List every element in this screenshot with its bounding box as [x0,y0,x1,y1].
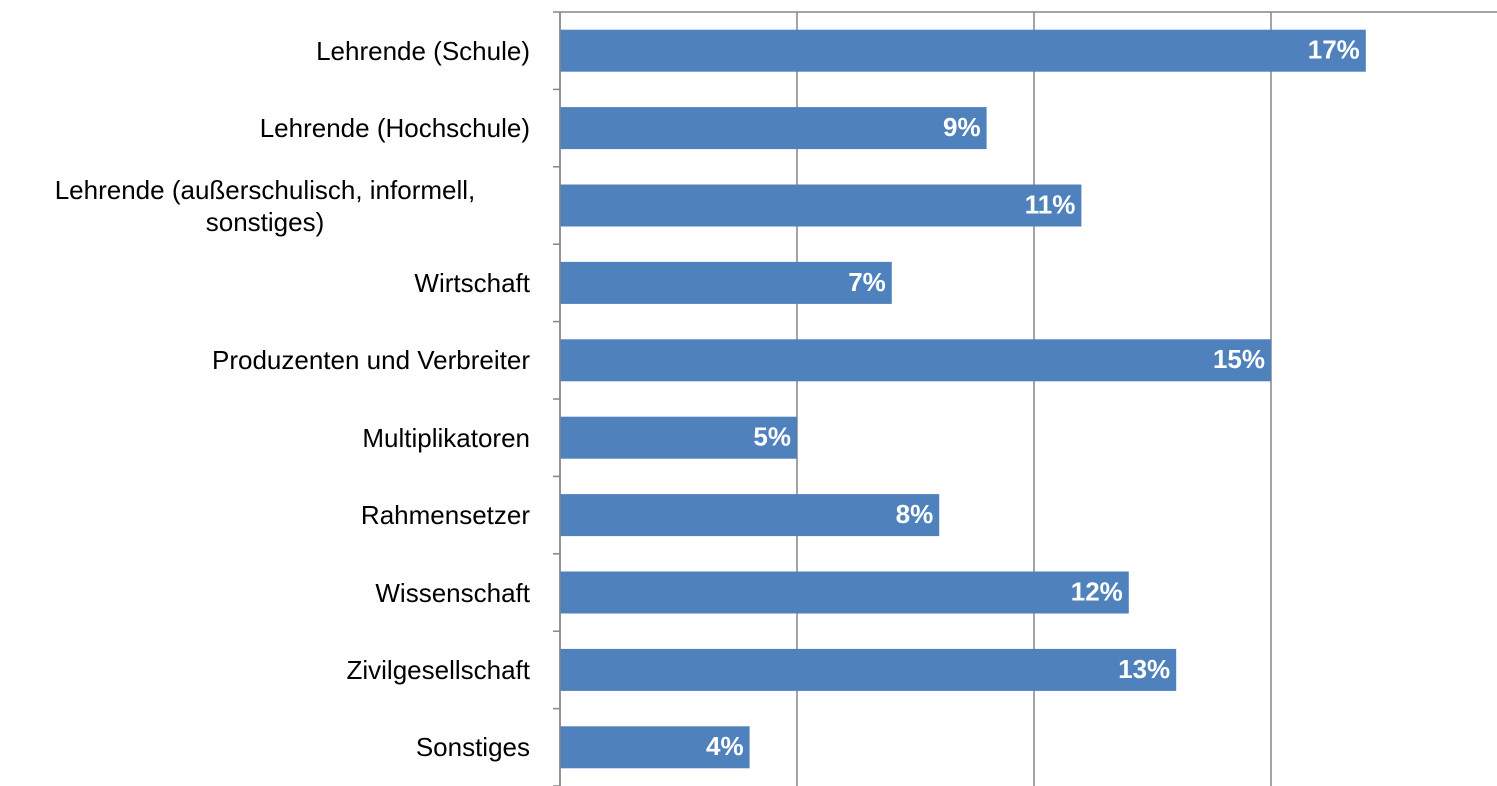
y-tick-label: Lehrende (Schule) [0,35,530,67]
y-tick-label-text: Wissenschaft [375,577,530,608]
y-tick-label-text: Rahmensetzer [360,500,530,531]
bar [560,648,1177,691]
value-label: 7% [848,267,886,297]
bar [560,29,1366,72]
y-tick-label: Wissenschaft [0,577,530,609]
y-tick-label: Multiplikatoren [0,422,530,454]
value-label: 13% [1118,654,1170,684]
value-label: 4% [706,731,744,761]
y-tick-label: Lehrende (Hochschule) [0,112,530,144]
bar [560,261,892,304]
value-label: 11% [1025,189,1076,219]
bar [560,184,1082,227]
bar [560,494,940,537]
y-tick-label: Zivilgesellschaft [0,654,530,686]
y-tick-label: Sonstiges [0,731,530,763]
value-label: 15% [1213,344,1265,374]
bar [560,571,1129,614]
y-tick-label-text: Lehrende (außerschulisch, informell, son… [54,174,476,237]
y-tick-label: Lehrende (außerschulisch, informell, son… [0,174,530,238]
y-tick-label: Produzenten und Verbreiter [0,344,530,376]
y-tick-label-text: Sonstiges [415,732,530,763]
y-tick-label-text: Produzenten und Verbreiter [212,345,530,376]
value-label: 8% [896,499,934,529]
y-tick-label-text: Wirtschaft [414,267,530,298]
bar [560,339,1271,382]
value-label: 5% [753,422,791,452]
y-tick-label-text: Zivilgesellschaft [346,654,530,685]
y-tick-label: Wirtschaft [0,267,530,299]
value-label: 12% [1071,576,1123,606]
y-tick-label-text: Lehrende (Schule) [316,35,530,66]
value-label: 9% [943,112,981,142]
bar [560,107,987,150]
y-tick-label-text: Lehrende (Hochschule) [259,113,530,144]
y-tick-label-text: Multiplikatoren [362,422,530,453]
y-tick-label: Rahmensetzer [0,499,530,531]
bar [560,416,797,459]
value-label: 17% [1308,35,1360,65]
bar [560,726,750,769]
